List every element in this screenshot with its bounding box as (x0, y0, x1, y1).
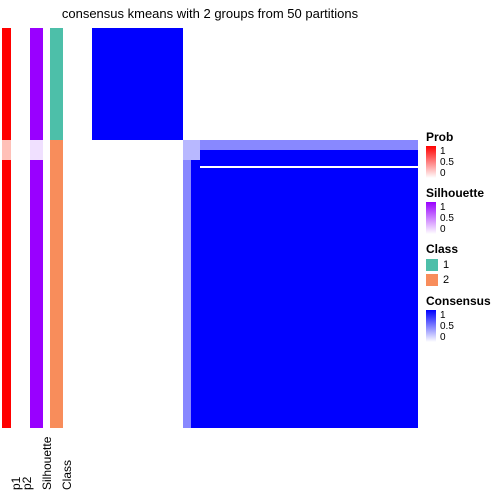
legend-title: Silhouette (426, 186, 498, 200)
consensus-heatmap (92, 28, 418, 428)
legend-item: 1 (426, 259, 498, 271)
legend-tick: 0 (440, 332, 454, 343)
legend-tick: 0.5 (440, 213, 454, 224)
track-p1 (2, 28, 11, 428)
legend-tick: 1 (440, 146, 454, 157)
heatmap-cell (200, 140, 418, 150)
heatmap-cell (92, 28, 183, 140)
legend-label: 1 (443, 259, 449, 271)
legend-item: 2 (426, 274, 498, 286)
legend-tick: 1 (440, 202, 454, 213)
legend-gradient (426, 310, 436, 342)
heatmap-cell (92, 160, 183, 428)
heatmap-cell (92, 140, 183, 160)
x-axis-labels: p1p2SilhouetteClass (0, 430, 420, 500)
legend-title: Consensus (426, 294, 498, 308)
plot-title: consensus kmeans with 2 groups from 50 p… (0, 6, 420, 21)
heatmap-cell (200, 28, 418, 140)
heatmap-cell (183, 28, 199, 140)
legend-tick: 0.5 (440, 157, 454, 168)
legend-gradient (426, 202, 436, 234)
x-label: Silhouette (40, 437, 54, 490)
legends-panel: Prob10.50Silhouette10.50Class12Consensus… (426, 122, 498, 342)
heatmap-cell (200, 160, 418, 428)
heatmap-cell (183, 140, 199, 160)
legend-title: Prob (426, 130, 498, 144)
heatmap-cell (191, 160, 199, 428)
x-label: Class (60, 460, 74, 490)
legend-tick: 0 (440, 224, 454, 235)
heatmap-cell (200, 150, 418, 160)
legend-title: Class (426, 242, 498, 256)
legend-label: 2 (443, 274, 449, 286)
track-silhouette (30, 28, 43, 428)
legend-tick: 0 (440, 168, 454, 179)
plot-area (0, 28, 420, 428)
legend-swatch (426, 259, 438, 271)
heatmap-cell (183, 160, 191, 428)
x-label: p2 (20, 477, 34, 490)
legend-gradient (426, 146, 436, 178)
track-class (50, 28, 63, 428)
legend-tick: 1 (440, 310, 454, 321)
legend-tick: 0.5 (440, 321, 454, 332)
legend-swatch (426, 274, 438, 286)
track-p2 (13, 28, 22, 428)
heatmap-cell (200, 166, 418, 168)
